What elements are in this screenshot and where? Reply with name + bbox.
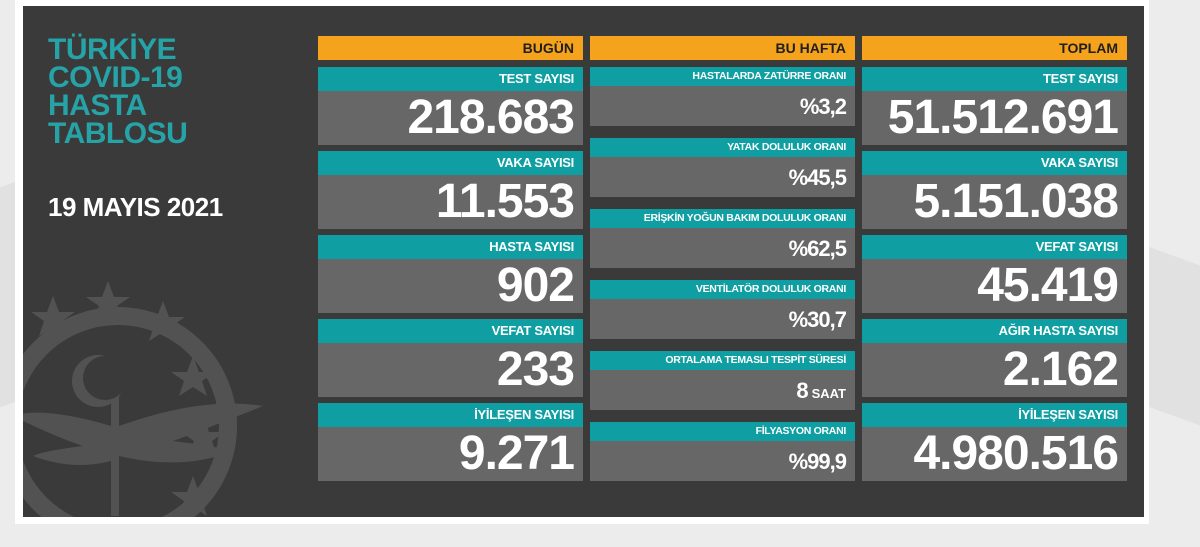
card-value: %3,2 [590, 86, 855, 126]
week-icu-card: ERİŞKİN YOĞUN BAKIM DOLULUK ORANI %62,5 [590, 209, 855, 268]
total-severe-card: AĞIR HASTA SAYISI 2.162 [862, 319, 1127, 397]
background-shape-right [1140, 243, 1200, 437]
total-death-card: VEFAT SAYISI 45.419 [862, 235, 1127, 313]
card-value: 4.980.516 [862, 427, 1127, 481]
card-label: HASTA SAYISI [318, 235, 583, 259]
ministry-emblem-icon [23, 281, 263, 517]
card-label: TEST SAYISI [862, 67, 1127, 91]
card-value: %45,5 [590, 157, 855, 197]
card-value: 2.162 [862, 343, 1127, 397]
report-date: 19 MAYIS 2021 [48, 192, 223, 222]
card-value: 5.151.038 [862, 175, 1127, 229]
covid-table-board: TÜRKİYE COVID-19 HASTA TABLOSU 19 MAYIS … [23, 6, 1144, 517]
total-column: TOPLAM TEST SAYISI 51.512.691 VAKA SAYIS… [862, 36, 1127, 481]
week-contact-time-card: ORTALAMA TEMASLI TESPİT SÜRESİ 8 SAAT [590, 351, 855, 410]
card-label: VEFAT SAYISI [318, 319, 583, 343]
card-value: 11.553 [318, 175, 583, 229]
today-patient-card: HASTA SAYISI 902 [318, 235, 583, 313]
value-number: 8 [796, 378, 808, 403]
card-label: VENTİLATÖR DOLULUK ORANI [590, 280, 855, 299]
title-line: HASTA [48, 89, 147, 122]
card-value: %62,5 [590, 228, 855, 268]
card-value: %99,9 [590, 441, 855, 481]
card-value: 218.683 [318, 91, 583, 145]
card-label: FİLYASYON ORANI [590, 422, 855, 441]
card-label: HASTALARDA ZATÜRRE ORANI [590, 67, 855, 86]
card-value: 51.512.691 [862, 91, 1127, 145]
today-recovered-card: İYİLEŞEN SAYISI 9.271 [318, 403, 583, 481]
value-unit: SAAT [811, 386, 846, 401]
card-label: ORTALAMA TEMASLI TESPİT SÜRESİ [590, 351, 855, 370]
card-label: İYİLEŞEN SAYISI [862, 403, 1127, 427]
card-label: VAKA SAYISI [318, 151, 583, 175]
week-pneumonia-card: HASTALARDA ZATÜRRE ORANI %3,2 [590, 67, 855, 126]
title-line: TABLOSU [48, 117, 188, 150]
total-header: TOPLAM [862, 36, 1127, 60]
card-label: ERİŞKİN YOĞUN BAKIM DOLULUK ORANI [590, 209, 855, 228]
card-value: 45.419 [862, 259, 1127, 313]
card-value: 9.271 [318, 427, 583, 481]
card-label: AĞIR HASTA SAYISI [862, 319, 1127, 343]
card-label: İYİLEŞEN SAYISI [318, 403, 583, 427]
week-header: BU HAFTA [590, 36, 855, 60]
today-case-card: VAKA SAYISI 11.553 [318, 151, 583, 229]
week-ventilator-card: VENTİLATÖR DOLULUK ORANI %30,7 [590, 280, 855, 339]
week-column: BU HAFTA HASTALARDA ZATÜRRE ORANI %3,2 Y… [590, 36, 855, 481]
title-line: TÜRKİYE [48, 33, 177, 66]
total-test-card: TEST SAYISI 51.512.691 [862, 67, 1127, 145]
card-value: %30,7 [590, 299, 855, 339]
card-label: TEST SAYISI [318, 67, 583, 91]
today-death-card: VEFAT SAYISI 233 [318, 319, 583, 397]
total-case-card: VAKA SAYISI 5.151.038 [862, 151, 1127, 229]
card-value: 8 SAAT [590, 370, 855, 410]
today-test-card: TEST SAYISI 218.683 [318, 67, 583, 145]
week-bed-card: YATAK DOLULUK ORANI %45,5 [590, 138, 855, 197]
week-filiation-card: FİLYASYON ORANI %99,9 [590, 422, 855, 481]
today-column: BUGÜN TEST SAYISI 218.683 VAKA SAYISI 11… [318, 36, 583, 481]
card-label: VEFAT SAYISI [862, 235, 1127, 259]
total-recovered-card: İYİLEŞEN SAYISI 4.980.516 [862, 403, 1127, 481]
today-header: BUGÜN [318, 36, 583, 60]
card-value: 902 [318, 259, 583, 313]
card-value: 233 [318, 343, 583, 397]
page-title: TÜRKİYE COVID-19 HASTA TABLOSU [48, 33, 188, 150]
card-label: YATAK DOLULUK ORANI [590, 138, 855, 157]
title-line: COVID-19 [48, 61, 183, 94]
card-label: VAKA SAYISI [862, 151, 1127, 175]
